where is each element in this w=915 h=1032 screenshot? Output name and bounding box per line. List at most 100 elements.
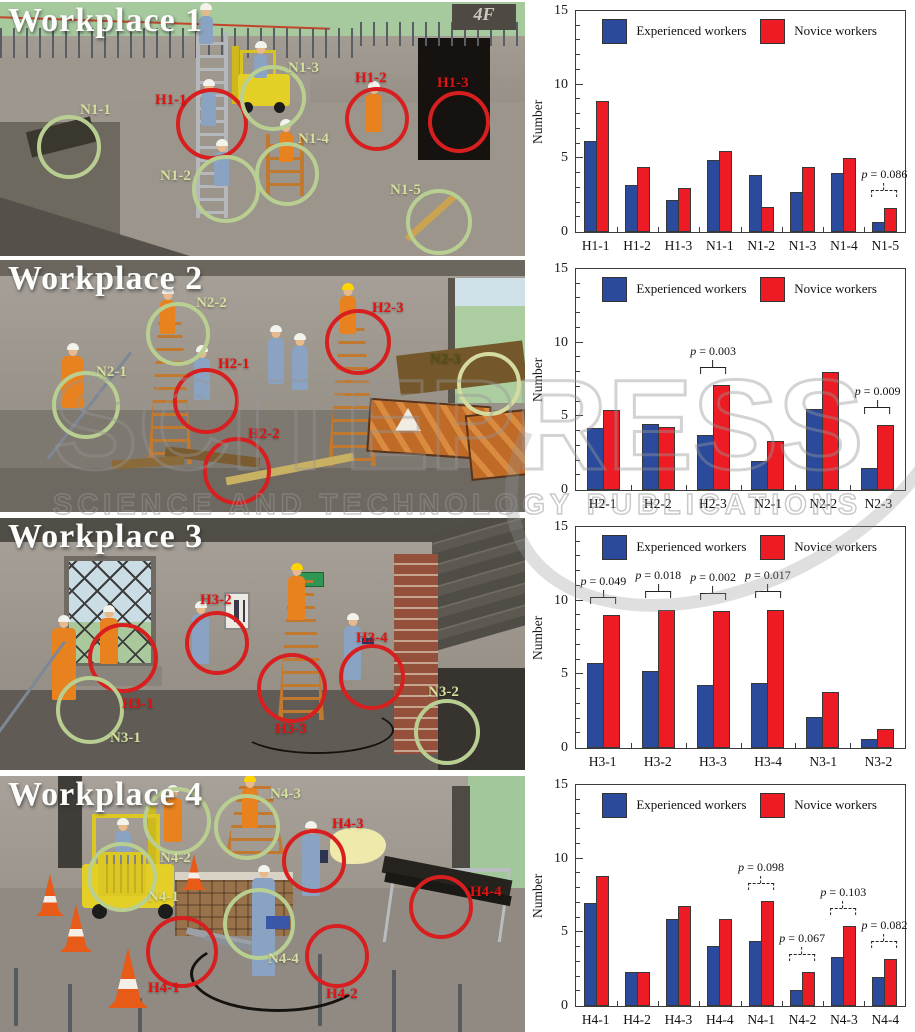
hazard-circle-H4-3 [282, 829, 346, 893]
y-minor-tick [576, 282, 580, 284]
y-major-tick [576, 931, 583, 933]
bar-group-N1-2 [741, 11, 782, 232]
y-axis-title: Number [530, 615, 545, 660]
bar-experienced-N2-1 [751, 460, 769, 490]
x-boundary-tick [850, 743, 852, 748]
p-annotation-stem [767, 584, 769, 592]
y-minor-tick [576, 688, 580, 690]
plot-area: Number 0 5 10 15 Experienced workers Novice w… [530, 3, 907, 239]
x-boundary-tick [630, 485, 632, 490]
annotation-label-N4-2: N4-2 [160, 850, 191, 866]
novice-circle-N3-1 [56, 676, 124, 744]
x-category-label-N1-4: N1-4 [830, 238, 858, 253]
bar-group-H1-3 [658, 11, 699, 232]
bar-experienced-H3-3 [696, 684, 714, 748]
annotation-label-N1-1: N1-1 [80, 102, 111, 118]
annotation-label-N1-5: N1-5 [390, 182, 421, 198]
p-value-text: p = 0.049 [580, 574, 627, 589]
novice-circle-N2-3 [457, 352, 521, 416]
p-value-text: p = 0.098 [738, 860, 784, 875]
p-value-annotation-H3-4: p = 0.017 [745, 568, 791, 599]
x-category-label-N2-2: N2-2 [809, 496, 838, 511]
y-tick-label: 5 [561, 666, 568, 682]
bar-experienced-N3-1 [806, 717, 824, 748]
bar-group-N1-4 [823, 11, 864, 232]
x-category-label-H3-1: H3-1 [588, 754, 617, 769]
annotation-layer: N1-1 H1-1 N1-2 N1-3 N1-4 H1-2 H1-3 N1-5 [0, 2, 525, 256]
p-annotation-stem [657, 584, 659, 592]
y-minor-tick [576, 356, 580, 358]
bar-novice-N4-2 [801, 972, 815, 1006]
x-category-label-H4-2: H4-2 [623, 1012, 651, 1027]
hazard-circle-H2-2 [203, 437, 271, 505]
x-boundary-tick [795, 743, 797, 748]
annotation-label-N1-4: N1-4 [298, 131, 329, 147]
x-category-label-N1-3: N1-3 [788, 238, 817, 253]
y-tick-label: 15 [554, 519, 568, 534]
x-axis-labels: H4-1 H4-2 H4-3 H4-4 N4-1 N4-2 N4-3 N4-4 [575, 1012, 906, 1028]
y-tick-label: 10 [554, 592, 568, 608]
p-value-annotation-N4-2: p = 0.067 [779, 931, 825, 962]
x-axis-labels: H3-1 H3-2 H3-3 H3-4 N3-1 N3-2 [575, 754, 906, 770]
bar-novice-N3-1 [822, 692, 840, 748]
bar-novice-N2-3 [877, 425, 895, 490]
bar-novice-N1-5 [883, 208, 897, 232]
bar-experienced-H3-1 [586, 662, 604, 748]
chart-workplace-1: Number 0 5 10 15 Experienced workers Novice w… [525, 0, 915, 258]
bar-experienced-N2-2 [806, 408, 824, 490]
hazard-circle-H3-4 [339, 644, 405, 710]
ceiling [0, 260, 525, 276]
legend-label: Experienced workers [636, 281, 747, 296]
bar-group-N4-2 [782, 785, 823, 1006]
bar-group-H4-4 [699, 785, 740, 1006]
hazard-circle-H2-3 [325, 309, 391, 375]
rebar-post [392, 970, 396, 1032]
hazard-circle-H1-2 [345, 87, 409, 151]
bar-novice-H1-3 [678, 187, 692, 232]
legend-label: Experienced workers [636, 797, 747, 812]
annotation-label-H3-3: H3-3 [275, 721, 307, 737]
bar-group-N2-2 [795, 269, 850, 490]
novice-circle-N2-1 [52, 371, 120, 439]
x-category-label-H2-2: H2-2 [643, 496, 672, 511]
x-category-label-N4-2: N4-2 [788, 1012, 817, 1027]
bar-group-N4-4 [864, 785, 905, 1006]
bar-group-N3-1 [795, 527, 850, 748]
workplace-3-image: Workplace 3 H3-1 N3-1 H3-2 H3-3 H3-4 N3-2 [0, 518, 525, 770]
y-minor-tick [576, 326, 580, 328]
bar-groups [576, 269, 905, 490]
y-minor-tick [576, 297, 580, 299]
bar-group-H4-3 [658, 785, 699, 1006]
p-annotation-bracket [748, 883, 775, 891]
legend-experienced: Experienced workers [602, 791, 746, 819]
bar-novice-H4-1 [596, 876, 610, 1006]
legend-label: Novice workers [794, 797, 877, 812]
power-cable [240, 706, 394, 754]
bar-novice-H3-4 [767, 609, 785, 748]
y-minor-tick [576, 629, 580, 631]
y-minor-tick [576, 459, 580, 461]
p-value-text: p = 0.003 [690, 344, 736, 359]
annotation-label-H4-4: H4-4 [470, 884, 502, 900]
p-annotation-bracket [700, 592, 727, 600]
legend-swatch [760, 18, 786, 44]
bar-novice-N1-2 [760, 206, 774, 232]
y-minor-tick [576, 312, 580, 314]
p-value-text: p = 0.103 [820, 885, 867, 900]
y-minor-tick [576, 887, 580, 889]
plot-area: Number 0 5 10 15 Experienced workers Novice w… [530, 777, 908, 1013]
workplace-title: Workplace 2 [8, 260, 204, 297]
bar-novice-H3-1 [602, 615, 620, 748]
y-major-tick [576, 599, 583, 601]
p-annotation-bracket [700, 367, 727, 375]
p-value-text: p = 0.082 [861, 917, 908, 932]
bar-novice-N2-1 [767, 441, 785, 490]
legend-swatch [602, 276, 628, 302]
dark-pillar [58, 776, 82, 868]
workplace-2-image: Workplace 2 N2-1 N2-2 H2-1 H2-2 H2-3 N2-3 [0, 260, 525, 512]
bar-group-N1-1 [699, 11, 740, 232]
annotation-label-H4-2: H4-2 [326, 986, 358, 1002]
y-minor-tick [576, 813, 580, 815]
y-minor-tick [576, 798, 580, 800]
